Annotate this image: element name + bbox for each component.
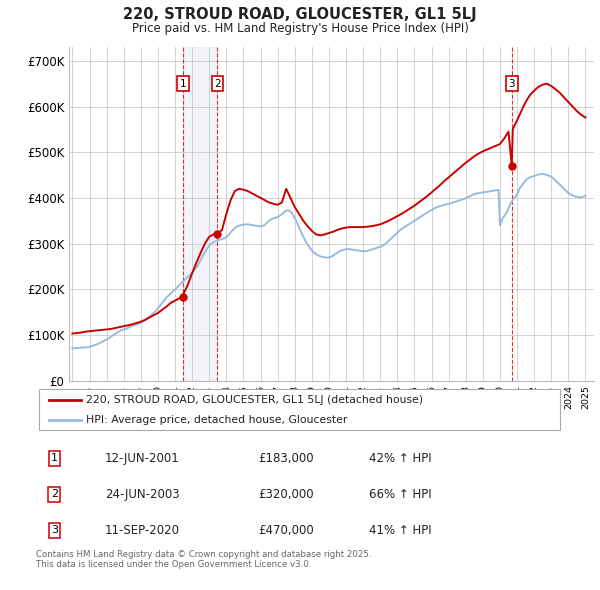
Bar	[183, 47, 217, 381]
Text: Price paid vs. HM Land Registry's House Price Index (HPI): Price paid vs. HM Land Registry's House …	[131, 22, 469, 35]
Text: £320,000: £320,000	[258, 488, 313, 501]
Text: 3: 3	[51, 526, 58, 536]
Text: 2: 2	[214, 78, 221, 88]
Text: 41% ↑ HPI: 41% ↑ HPI	[368, 524, 431, 537]
Text: 220, STROUD ROAD, GLOUCESTER, GL1 5LJ: 220, STROUD ROAD, GLOUCESTER, GL1 5LJ	[123, 7, 477, 22]
Text: 12-JUN-2001: 12-JUN-2001	[104, 452, 179, 465]
Text: 2: 2	[51, 490, 58, 500]
Text: 66% ↑ HPI: 66% ↑ HPI	[368, 488, 431, 501]
Text: 11-SEP-2020: 11-SEP-2020	[104, 524, 179, 537]
FancyBboxPatch shape	[38, 389, 560, 430]
Text: 3: 3	[508, 78, 515, 88]
Text: 42% ↑ HPI: 42% ↑ HPI	[368, 452, 431, 465]
Text: HPI: Average price, detached house, Gloucester: HPI: Average price, detached house, Glou…	[86, 415, 347, 425]
Text: £470,000: £470,000	[258, 524, 314, 537]
Text: 1: 1	[179, 78, 186, 88]
Text: 24-JUN-2003: 24-JUN-2003	[104, 488, 179, 501]
Text: £183,000: £183,000	[258, 452, 313, 465]
Text: Contains HM Land Registry data © Crown copyright and database right 2025.
This d: Contains HM Land Registry data © Crown c…	[36, 550, 371, 569]
Text: 220, STROUD ROAD, GLOUCESTER, GL1 5LJ (detached house): 220, STROUD ROAD, GLOUCESTER, GL1 5LJ (d…	[86, 395, 423, 405]
Text: 1: 1	[51, 454, 58, 463]
